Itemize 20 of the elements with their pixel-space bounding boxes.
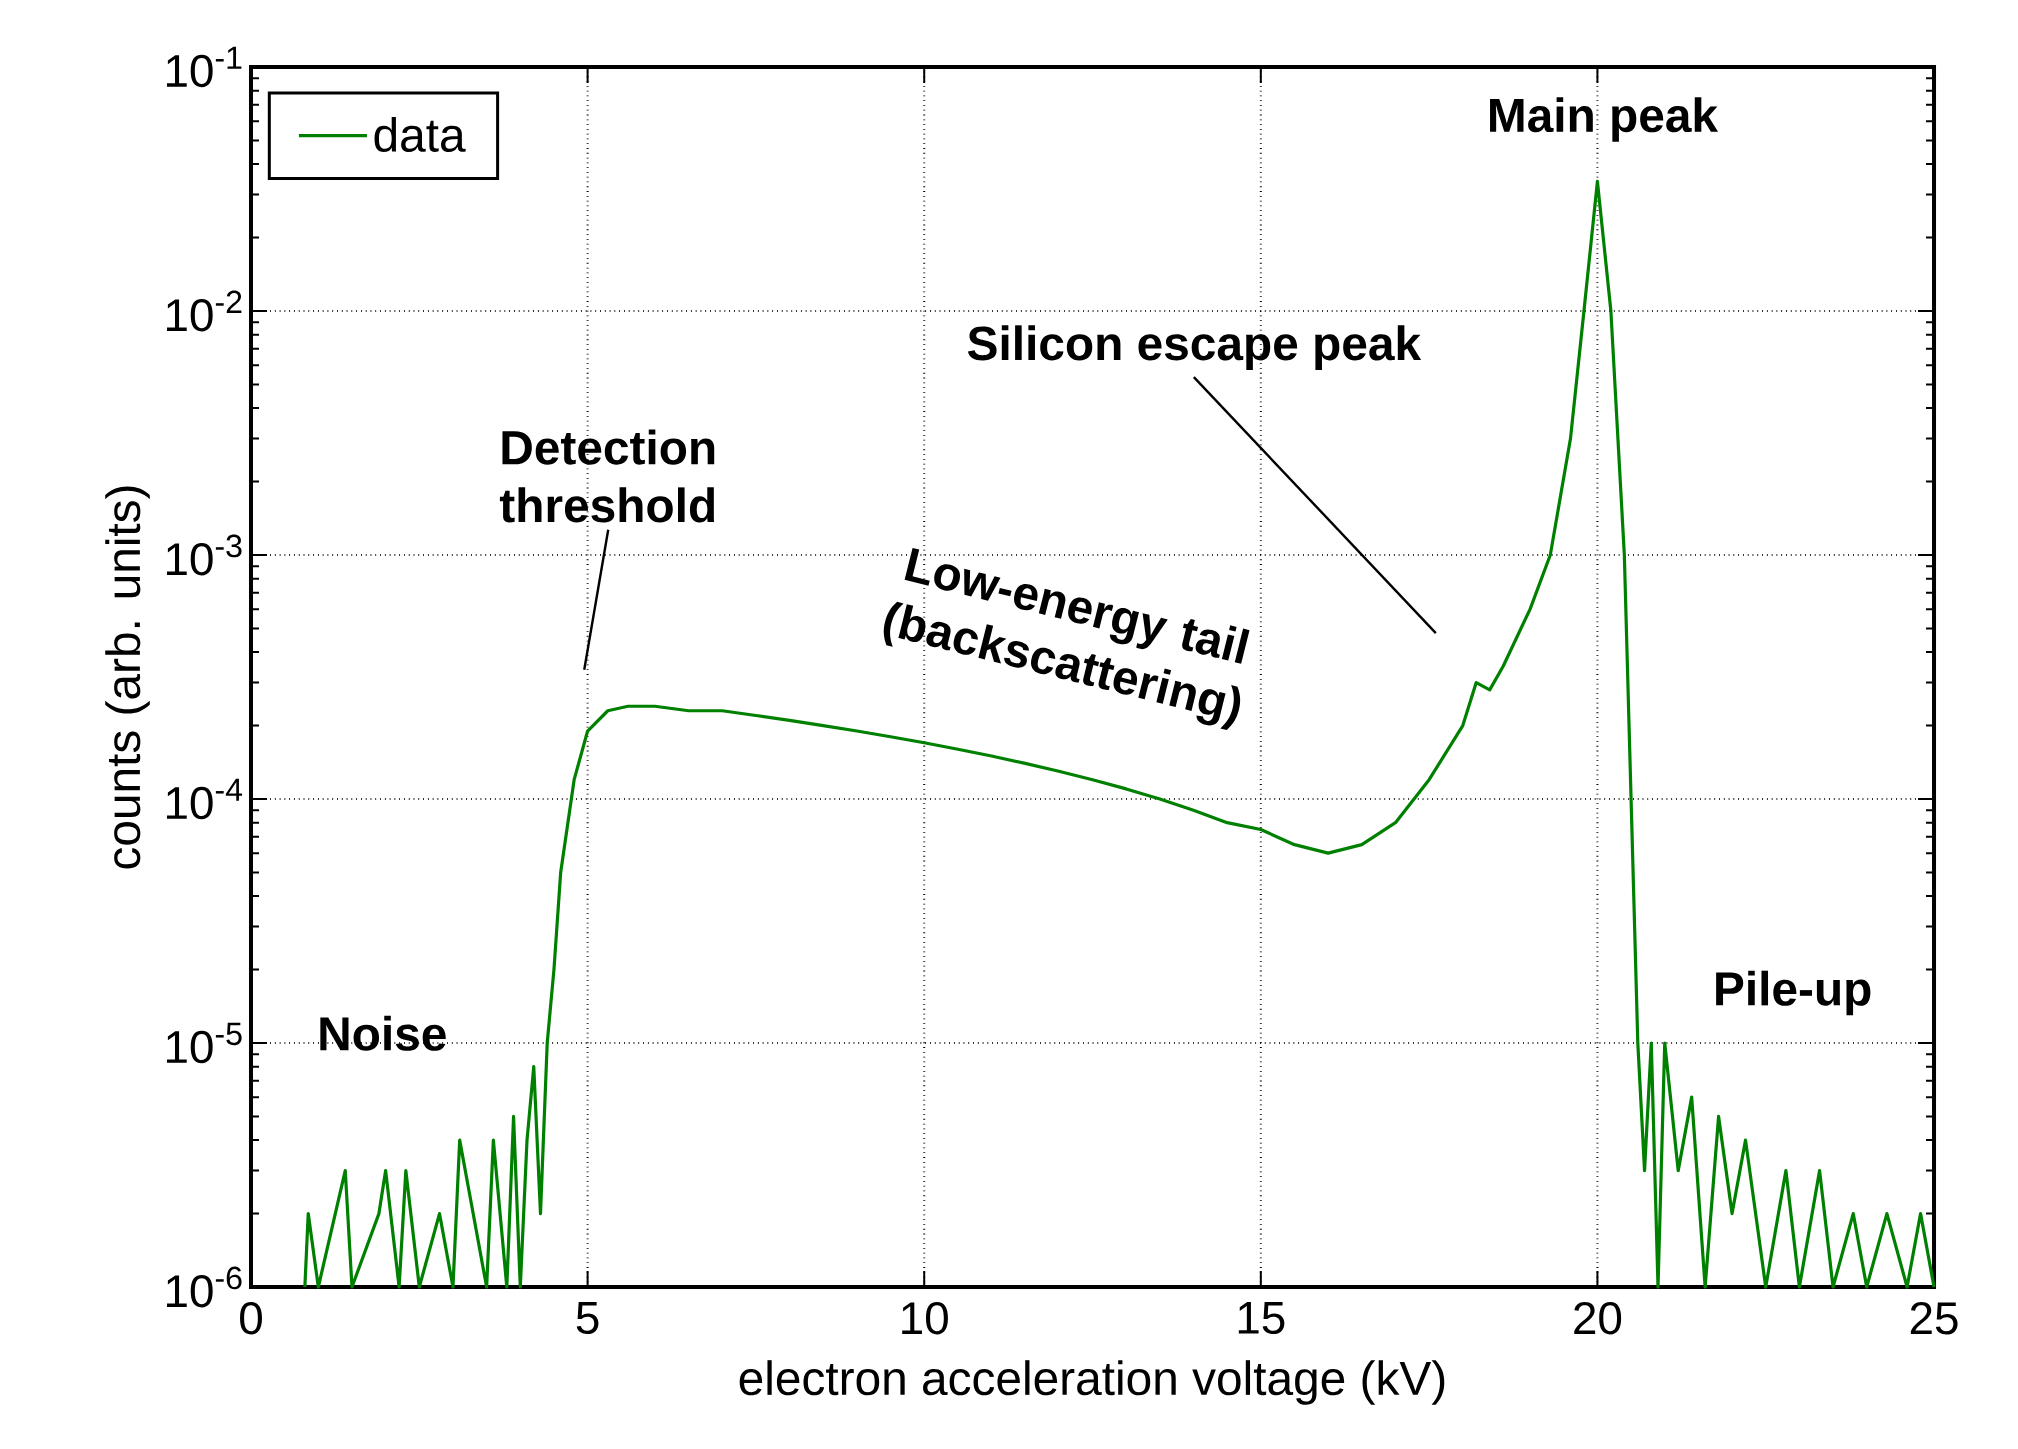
annotation: Main peak	[1490, 97, 1719, 142]
legend-label: data	[374, 116, 466, 153]
x-tick-label: 10	[902, 1302, 948, 1335]
x-tick-label: 0	[240, 1302, 262, 1335]
x-tick-label: 25	[1910, 1302, 1958, 1335]
y-tick-label: 10$^{-6}$	[166, 1266, 242, 1308]
annotation: Silicon escape peak	[967, 325, 1422, 370]
y-tick-label: 10$^{-2}$	[166, 290, 242, 332]
annotation: Noise	[320, 1015, 446, 1051]
y-tick-label: 10$^{-5}$	[166, 1022, 242, 1064]
annotation: Detection threshold	[499, 429, 715, 523]
y-axis-title: counts (arb. units)	[105, 486, 150, 869]
x-tick-label: 5	[576, 1302, 599, 1335]
y-tick-label: 10$^{-1}$	[166, 46, 242, 88]
x-tick-label: 15	[1238, 1302, 1285, 1335]
annotation: Pile-up	[1716, 970, 1871, 1016]
x-tick-label: 20	[1574, 1302, 1622, 1335]
y-tick-label: 10$^{-3}$	[166, 534, 242, 576]
y-tick-label: 10$^{-4}$	[166, 778, 243, 820]
x-axis-title: electron acceleration voltage (kV)	[739, 1360, 1445, 1405]
